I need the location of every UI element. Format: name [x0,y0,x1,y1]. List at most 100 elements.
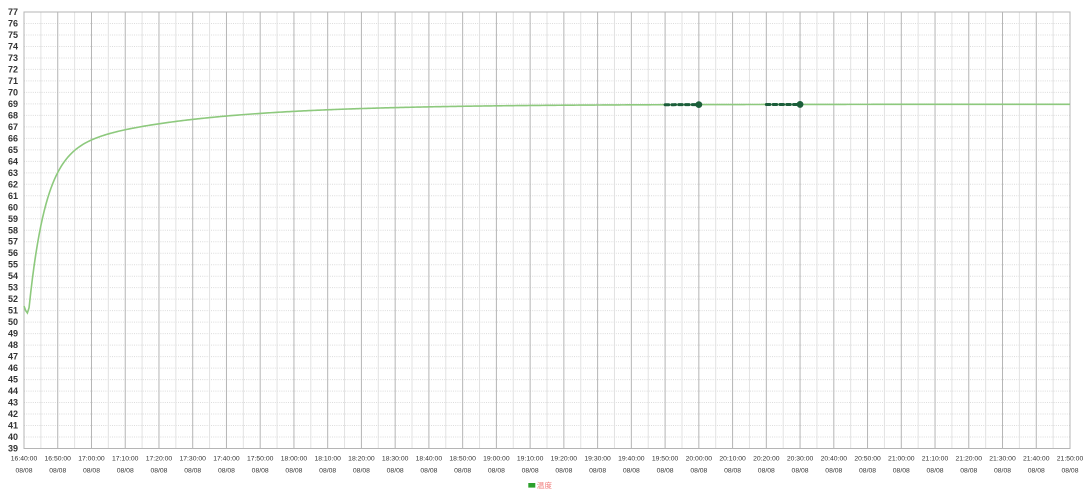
svg-text:08/08: 08/08 [893,468,910,475]
svg-text:08/08: 08/08 [319,468,336,475]
svg-text:62: 62 [8,179,18,189]
svg-text:76: 76 [8,18,18,28]
svg-text:18:20:00: 18:20:00 [348,456,375,463]
svg-text:08/08: 08/08 [353,468,370,475]
svg-text:42: 42 [8,409,18,419]
svg-text:08/08: 08/08 [454,468,471,475]
svg-text:20:50:00: 20:50:00 [854,456,881,463]
svg-text:08/08: 08/08 [117,468,134,475]
svg-text:51: 51 [8,306,18,316]
svg-text:21:50:00: 21:50:00 [1057,456,1084,463]
svg-text:72: 72 [8,64,18,74]
svg-text:20:00:00: 20:00:00 [686,456,713,463]
svg-text:69: 69 [8,99,18,109]
svg-text:19:10:00: 19:10:00 [517,456,544,463]
svg-text:08/08: 08/08 [150,468,167,475]
svg-text:63: 63 [8,168,18,178]
svg-text:48: 48 [8,340,18,350]
svg-text:19:50:00: 19:50:00 [652,456,679,463]
svg-text:54: 54 [8,271,18,281]
svg-text:20:20:00: 20:20:00 [753,456,780,463]
svg-text:19:00:00: 19:00:00 [483,456,510,463]
svg-text:74: 74 [8,41,18,51]
svg-text:08/08: 08/08 [623,468,640,475]
svg-text:08/08: 08/08 [522,468,539,475]
svg-text:17:20:00: 17:20:00 [146,456,173,463]
svg-text:19:20:00: 19:20:00 [551,456,578,463]
svg-text:43: 43 [8,398,18,408]
svg-text:08/08: 08/08 [83,468,100,475]
svg-text:47: 47 [8,352,18,362]
svg-text:17:50:00: 17:50:00 [247,456,274,463]
svg-text:73: 73 [8,53,18,63]
svg-text:21:40:00: 21:40:00 [1023,456,1050,463]
svg-text:17:10:00: 17:10:00 [112,456,139,463]
svg-text:08/08: 08/08 [960,468,977,475]
svg-text:17:30:00: 17:30:00 [179,456,206,463]
svg-text:21:10:00: 21:10:00 [922,456,949,463]
svg-text:67: 67 [8,122,18,132]
svg-text:08/08: 08/08 [488,468,505,475]
svg-text:08/08: 08/08 [420,468,437,475]
svg-text:08/08: 08/08 [49,468,66,475]
svg-text:58: 58 [8,225,18,235]
svg-text:08/08: 08/08 [387,468,404,475]
svg-text:08/08: 08/08 [994,468,1011,475]
svg-text:53: 53 [8,283,18,293]
svg-text:46: 46 [8,363,18,373]
svg-text:50: 50 [8,317,18,327]
svg-text:08/08: 08/08 [1028,468,1045,475]
svg-text:08/08: 08/08 [184,468,201,475]
svg-text:45: 45 [8,375,18,385]
svg-text:71: 71 [8,76,18,86]
svg-text:08/08: 08/08 [15,468,32,475]
svg-text:21:00:00: 21:00:00 [888,456,915,463]
svg-text:39: 39 [8,444,18,454]
svg-text:44: 44 [8,386,18,396]
svg-text:68: 68 [8,110,18,120]
svg-text:18:40:00: 18:40:00 [416,456,443,463]
svg-text:08/08: 08/08 [657,468,674,475]
svg-text:20:40:00: 20:40:00 [821,456,848,463]
svg-text:66: 66 [8,133,18,143]
svg-text:18:50:00: 18:50:00 [449,456,476,463]
svg-text:18:30:00: 18:30:00 [382,456,409,463]
svg-text:08/08: 08/08 [758,468,775,475]
svg-text:40: 40 [8,432,18,442]
svg-text:温度: 温度 [537,480,553,490]
svg-text:55: 55 [8,260,18,270]
svg-text:21:30:00: 21:30:00 [989,456,1016,463]
svg-text:19:40:00: 19:40:00 [618,456,645,463]
svg-text:08/08: 08/08 [690,468,707,475]
svg-text:18:00:00: 18:00:00 [281,456,308,463]
svg-text:49: 49 [8,329,18,339]
svg-text:08/08: 08/08 [825,468,842,475]
svg-text:20:30:00: 20:30:00 [787,456,814,463]
svg-text:17:00:00: 17:00:00 [78,456,105,463]
svg-text:08/08: 08/08 [859,468,876,475]
svg-text:19:30:00: 19:30:00 [584,456,611,463]
svg-text:08/08: 08/08 [927,468,944,475]
svg-text:08/08: 08/08 [285,468,302,475]
svg-text:77: 77 [8,7,18,17]
svg-text:08/08: 08/08 [1061,468,1078,475]
svg-text:70: 70 [8,87,18,97]
svg-text:08/08: 08/08 [555,468,572,475]
svg-text:08/08: 08/08 [792,468,809,475]
svg-text:64: 64 [8,156,18,166]
svg-text:21:20:00: 21:20:00 [956,456,983,463]
svg-text:16:40:00: 16:40:00 [11,456,38,463]
svg-text:75: 75 [8,30,18,40]
svg-text:20:10:00: 20:10:00 [719,456,746,463]
svg-text:41: 41 [8,421,18,431]
svg-text:08/08: 08/08 [218,468,235,475]
svg-text:61: 61 [8,191,18,201]
svg-text:08/08: 08/08 [589,468,606,475]
svg-text:57: 57 [8,237,18,247]
svg-text:59: 59 [8,214,18,224]
svg-text:08/08: 08/08 [724,468,741,475]
svg-text:08/08: 08/08 [252,468,269,475]
svg-text:52: 52 [8,294,18,304]
svg-text:18:10:00: 18:10:00 [314,456,341,463]
svg-text:60: 60 [8,202,18,212]
